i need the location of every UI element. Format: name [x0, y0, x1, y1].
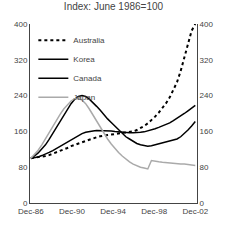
svg-text:Dec-94: Dec-94: [100, 207, 126, 216]
svg-text:0: 0: [200, 199, 205, 208]
svg-text:400: 400: [200, 20, 214, 29]
svg-text:0: 0: [23, 199, 28, 208]
svg-text:Dec-86: Dec-86: [18, 207, 44, 216]
svg-text:80: 80: [18, 163, 27, 172]
svg-text:Index: June 1986=100: Index: June 1986=100: [64, 1, 164, 12]
svg-text:240: 240: [200, 91, 214, 100]
svg-text:Korea: Korea: [73, 55, 95, 64]
svg-text:400: 400: [14, 20, 28, 29]
svg-text:160: 160: [200, 127, 214, 136]
svg-text:Dec-90: Dec-90: [59, 207, 85, 216]
svg-text:Dec-02: Dec-02: [182, 207, 208, 216]
svg-text:80: 80: [200, 163, 209, 172]
svg-text:Dec-98: Dec-98: [141, 207, 167, 216]
svg-text:320: 320: [14, 56, 28, 65]
svg-text:Australia: Australia: [73, 36, 105, 45]
svg-text:320: 320: [200, 56, 214, 65]
svg-text:Japan: Japan: [73, 93, 95, 102]
svg-text:160: 160: [14, 127, 28, 136]
svg-text:Canada: Canada: [73, 74, 102, 83]
svg-text:240: 240: [14, 91, 28, 100]
